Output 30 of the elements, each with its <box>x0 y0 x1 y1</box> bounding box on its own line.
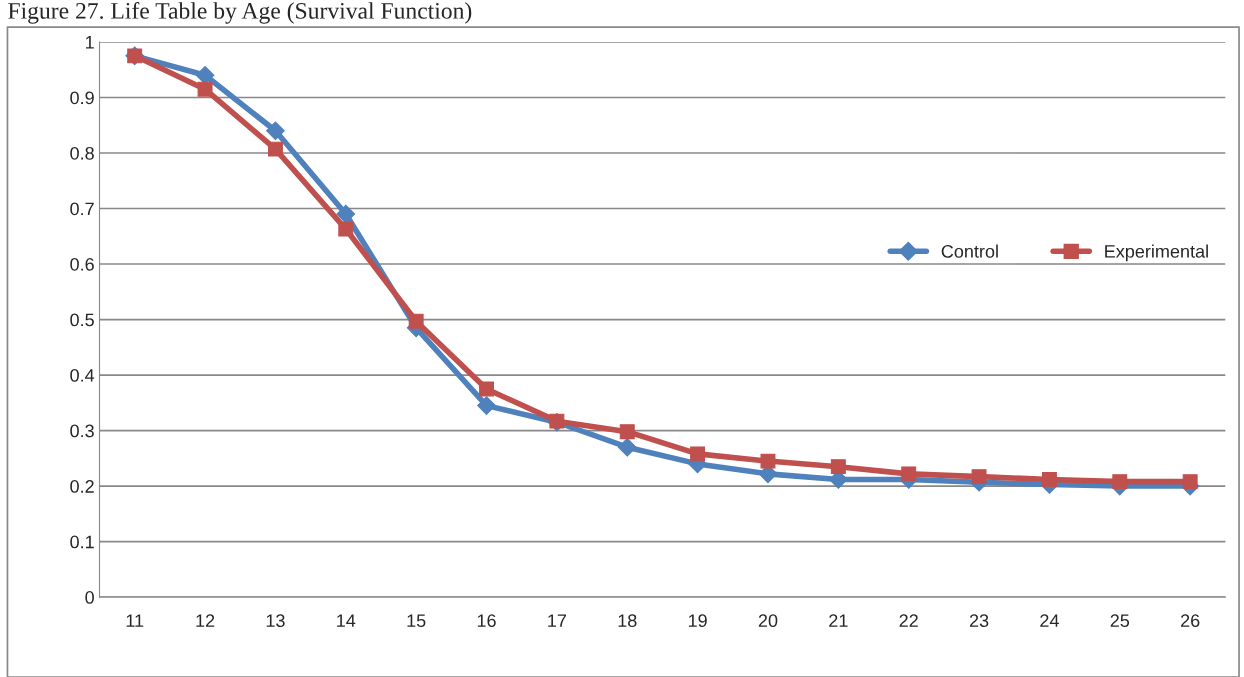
legend-label: Control <box>941 244 998 258</box>
y-tick-label: 0.2 <box>70 480 94 493</box>
x-tick-label: 26 <box>1181 614 1200 628</box>
x-tick-label: 14 <box>337 614 356 627</box>
x-tick-label: 15 <box>407 614 426 628</box>
y-tick-label: 0.9 <box>70 91 94 105</box>
y-tick-label: 1 <box>86 36 94 49</box>
x-tick-label: 22 <box>899 614 918 627</box>
y-tick-label: 0.1 <box>70 535 94 549</box>
x-tick-label: 16 <box>477 614 496 628</box>
y-tick-label: 0.3 <box>70 424 94 438</box>
x-tick-label: 24 <box>1040 614 1059 627</box>
y-tick-label: 0.5 <box>70 313 94 327</box>
x-tick-label: 23 <box>969 614 989 628</box>
x-tick-label: 25 <box>1110 614 1130 628</box>
x-tick-label: 11 <box>126 614 144 627</box>
x-tick-label: 21 <box>829 614 848 627</box>
y-tick-label: 0.6 <box>70 257 94 271</box>
chart-title: Figure 27. Life Table by Age (Survival Function) <box>8 1 472 24</box>
x-tick-label: 13 <box>266 614 285 628</box>
x-tick-label: 12 <box>196 614 215 627</box>
legend-label: Experimental <box>1105 244 1208 262</box>
y-tick-label: 0.8 <box>70 146 94 160</box>
x-tick-label: 19 <box>688 614 707 628</box>
y-tick-label: 0.7 <box>70 202 94 216</box>
x-tick-label: 17 <box>548 614 567 627</box>
y-tick-label: 0 <box>85 591 94 604</box>
x-tick-label: 18 <box>618 614 637 628</box>
y-tick-label: 0.4 <box>70 368 95 382</box>
x-tick-label: 20 <box>758 614 778 628</box>
